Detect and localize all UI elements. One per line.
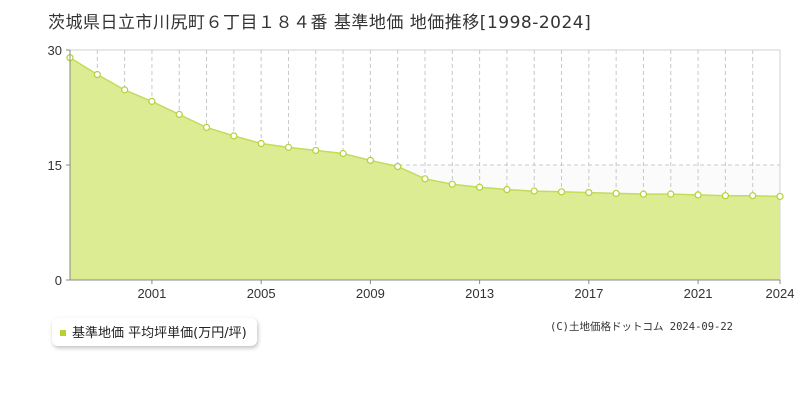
data-point-2014 bbox=[503, 185, 511, 194]
data-point-2015 bbox=[530, 187, 538, 195]
data-point-2012 bbox=[448, 180, 456, 188]
data-point-2003 bbox=[202, 123, 211, 132]
data-point-2021 bbox=[694, 191, 702, 199]
data-point-2019 bbox=[639, 190, 648, 198]
data-point-2010 bbox=[394, 162, 402, 171]
chart: 0 15 30 2001 2005 2009 2013 2017 2021 2024 bbox=[48, 43, 795, 300]
legend-swatch bbox=[60, 329, 66, 336]
data-point-2024 bbox=[776, 192, 784, 201]
x-tick-labels: 2001 2005 2009 2013 2017 2021 2024 bbox=[137, 286, 794, 300]
data-point-2000 bbox=[121, 86, 129, 94]
data-markers bbox=[66, 54, 784, 201]
y-tick-label-0: 0 bbox=[55, 273, 62, 288]
y-tick-label-15: 15 bbox=[48, 158, 62, 173]
x-tick-label-2017: 2017 bbox=[574, 286, 603, 300]
data-point-2023 bbox=[749, 192, 757, 200]
y-tick-labels: 0 15 30 bbox=[48, 43, 62, 288]
data-point-2008 bbox=[339, 149, 347, 158]
x-tick-label-2021: 2021 bbox=[684, 286, 713, 300]
x-tick-label-2001: 2001 bbox=[137, 286, 166, 300]
x-tick-label-2009: 2009 bbox=[356, 286, 385, 300]
legend-label: 基準地価 平均坪単価(万円/坪) bbox=[72, 326, 247, 341]
legend: 基準地価 平均坪単価(万円/坪) bbox=[52, 318, 257, 346]
x-tick-label-2013: 2013 bbox=[465, 286, 494, 300]
data-point-2016 bbox=[557, 188, 566, 196]
data-point-2009 bbox=[366, 156, 374, 164]
data-point-2022 bbox=[721, 192, 729, 200]
data-point-2005 bbox=[257, 139, 265, 148]
data-point-2001 bbox=[148, 97, 156, 105]
data-point-1999 bbox=[93, 70, 101, 79]
axes bbox=[66, 49, 781, 284]
data-point-2007 bbox=[312, 146, 320, 155]
y-tick-label-30: 30 bbox=[48, 43, 62, 58]
chart-title: 茨城県日立市川尻町６丁目１８４番 基準地価 地価推移[1998-2024] bbox=[48, 13, 592, 33]
x-tick-label-2024: 2024 bbox=[766, 286, 795, 300]
x-tick-label-2005: 2005 bbox=[247, 286, 276, 300]
data-point-2017 bbox=[585, 189, 593, 197]
data-point-2020 bbox=[667, 190, 675, 198]
data-point-2013 bbox=[476, 183, 484, 191]
credit-text: (C)土地価格ドットコム 2024-09-22 bbox=[550, 321, 734, 333]
data-point-2002 bbox=[175, 110, 183, 119]
data-point-2011 bbox=[421, 175, 429, 183]
data-point-2004 bbox=[230, 132, 238, 140]
area-fill bbox=[70, 57, 780, 281]
data-point-2006 bbox=[284, 143, 293, 151]
data-point-2018 bbox=[612, 189, 620, 197]
